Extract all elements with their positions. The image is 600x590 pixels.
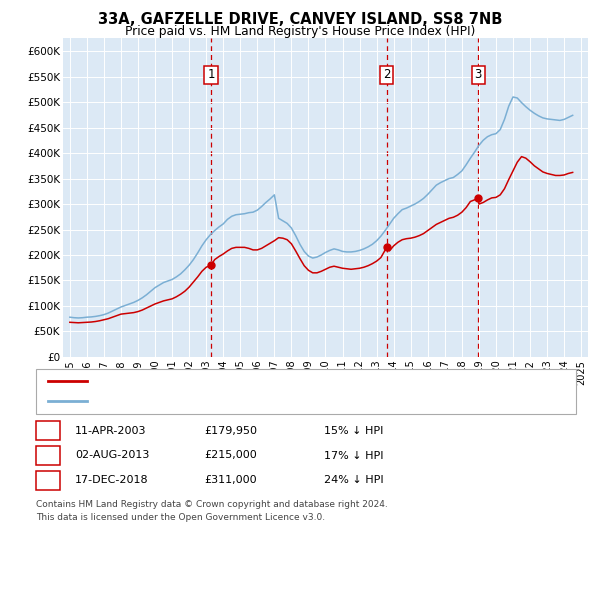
Text: Price paid vs. HM Land Registry's House Price Index (HPI): Price paid vs. HM Land Registry's House … [125, 25, 475, 38]
Text: £215,000: £215,000 [204, 451, 257, 460]
Text: HPI: Average price, detached house, Castle Point: HPI: Average price, detached house, Cast… [96, 396, 351, 407]
Text: £311,000: £311,000 [204, 476, 257, 485]
Text: 33A, GAFZELLE DRIVE, CANVEY ISLAND, SS8 7NB (detached house): 33A, GAFZELLE DRIVE, CANVEY ISLAND, SS8 … [96, 376, 448, 386]
Text: 17% ↓ HPI: 17% ↓ HPI [324, 451, 383, 460]
Text: 3: 3 [475, 68, 482, 81]
Text: 1: 1 [44, 424, 52, 437]
Text: £179,950: £179,950 [204, 426, 257, 435]
Text: 2: 2 [44, 449, 52, 462]
Text: 02-AUG-2013: 02-AUG-2013 [75, 451, 149, 460]
Text: 2: 2 [383, 68, 391, 81]
Text: 3: 3 [44, 474, 52, 487]
Text: 15% ↓ HPI: 15% ↓ HPI [324, 426, 383, 435]
Text: 17-DEC-2018: 17-DEC-2018 [75, 476, 149, 485]
Text: 1: 1 [207, 68, 215, 81]
Text: 11-APR-2003: 11-APR-2003 [75, 426, 146, 435]
Text: 33A, GAFZELLE DRIVE, CANVEY ISLAND, SS8 7NB: 33A, GAFZELLE DRIVE, CANVEY ISLAND, SS8 … [98, 12, 502, 27]
Text: 24% ↓ HPI: 24% ↓ HPI [324, 476, 383, 485]
Text: Contains HM Land Registry data © Crown copyright and database right 2024.: Contains HM Land Registry data © Crown c… [36, 500, 388, 509]
Text: This data is licensed under the Open Government Licence v3.0.: This data is licensed under the Open Gov… [36, 513, 325, 522]
